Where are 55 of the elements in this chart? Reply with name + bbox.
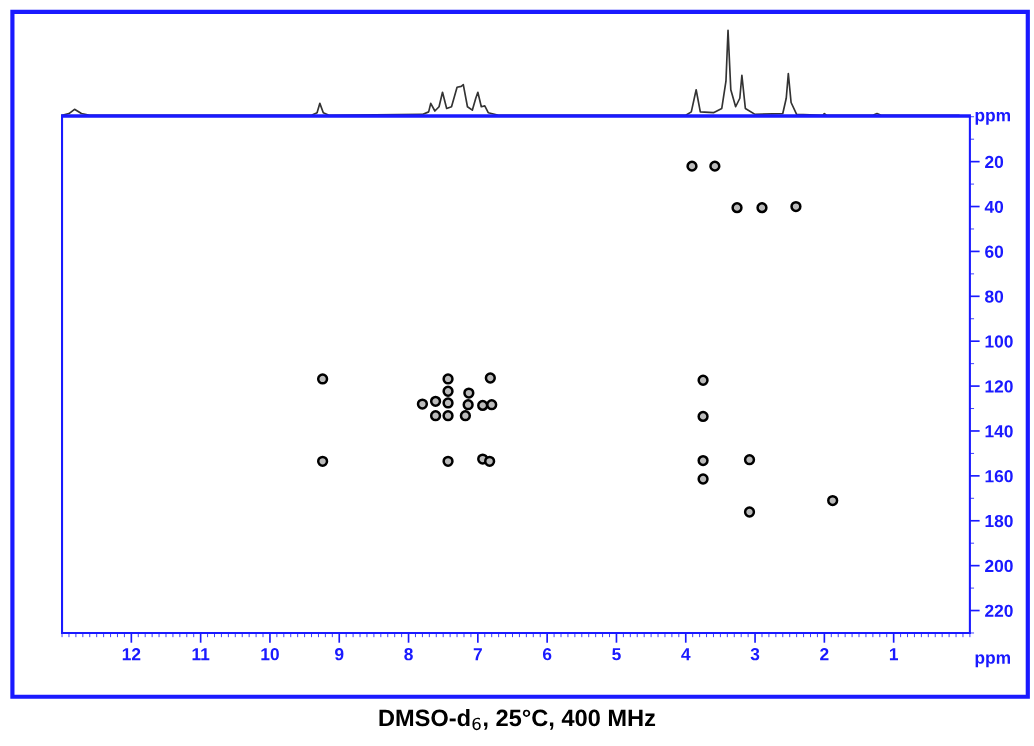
y-tick-label: 180 — [985, 514, 1013, 528]
x-tick-label: 12 — [122, 648, 141, 661]
x-tick-label: 8 — [404, 648, 413, 661]
point — [697, 374, 709, 386]
x-tick-label: 10 — [261, 648, 279, 661]
point — [316, 455, 329, 467]
point — [697, 454, 709, 467]
point — [743, 506, 756, 518]
point — [442, 385, 454, 397]
y-tick-label: 20 — [985, 155, 1004, 169]
y-tick-label: 100 — [985, 335, 1013, 348]
x-tick-label: 7 — [473, 648, 482, 661]
point — [697, 473, 709, 485]
point — [709, 160, 721, 172]
point — [686, 160, 698, 172]
x-axis-title: ppm — [975, 654, 1010, 668]
point — [697, 410, 709, 423]
y-tick-label: 40 — [984, 200, 1004, 213]
y-tick-label: 120 — [985, 380, 1013, 393]
point — [429, 410, 442, 422]
point — [484, 372, 496, 384]
point — [442, 455, 454, 467]
x-tick-label: 5 — [612, 648, 621, 661]
y-tick-label: 160 — [985, 470, 1013, 483]
x-tick-label: 3 — [750, 648, 760, 661]
point — [442, 410, 454, 422]
y-tick-label: 220 — [985, 604, 1013, 617]
point — [416, 398, 429, 410]
y-axis-title: ppm — [975, 111, 1010, 125]
y-tick-label: 140 — [985, 425, 1013, 438]
point — [462, 399, 474, 411]
point — [463, 387, 475, 399]
x-tick-label: 6 — [542, 648, 552, 661]
y-tick-label: 80 — [985, 290, 1004, 303]
point — [477, 399, 489, 412]
text: DMSO-d$_{6}$, 25°C, 400 MHz — [379, 708, 656, 731]
point — [790, 200, 802, 213]
x-tick-label: 9 — [335, 648, 344, 661]
point — [442, 373, 454, 385]
point — [827, 494, 839, 507]
x-tick-label: 1 — [889, 648, 898, 661]
point — [459, 410, 472, 422]
y-tick-label: 60 — [985, 245, 1004, 258]
y-tick-label: 200 — [985, 559, 1013, 573]
point — [743, 454, 756, 466]
point — [486, 399, 498, 411]
point — [731, 202, 743, 214]
x-tick-label: 11 — [192, 648, 210, 661]
point — [316, 373, 329, 385]
x-tick-label: 4 — [681, 648, 691, 661]
point — [756, 202, 768, 214]
point — [429, 395, 442, 407]
point — [442, 397, 454, 409]
x-tick-label: 2 — [820, 648, 829, 661]
point — [483, 455, 496, 467]
